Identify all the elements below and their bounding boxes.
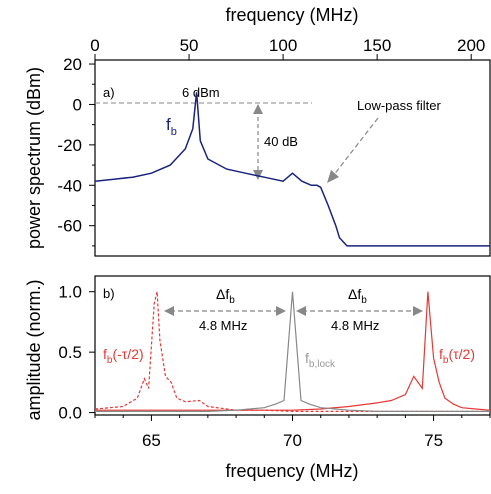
- panel-a-y-tick-label: 0: [73, 95, 82, 114]
- panel-a-label: a): [103, 85, 115, 100]
- right-peak-label: fb(τ/2): [439, 346, 475, 366]
- top-axis-tick-label: 50: [180, 36, 199, 55]
- offset-right-label: 4.8 MHz: [331, 318, 379, 333]
- panel-b-x-title: frequency (MHz): [225, 461, 358, 481]
- top-axis-tick-label: 200: [457, 36, 485, 55]
- top-axis-tick-label: 0: [90, 36, 99, 55]
- panel-b-x-tick-label: 70: [283, 431, 302, 450]
- panel-a-series: [95, 92, 490, 246]
- panel-a-y-tick-label: -60: [57, 217, 82, 236]
- panel-b-x-tick-label: 75: [424, 431, 443, 450]
- top-axis-title: frequency (MHz): [225, 5, 358, 25]
- peak-level-label: 6 dBm: [182, 85, 220, 100]
- range-arrow: [253, 104, 263, 180]
- delta-right-label: Δfb: [348, 286, 367, 306]
- top-axis: 0 50 100 150 200: [90, 36, 485, 60]
- panel-a-y-tick-label: -40: [57, 176, 82, 195]
- left-peak-label: fb(-τ/2): [103, 346, 144, 366]
- top-axis-tick-label: 150: [363, 36, 391, 55]
- panel-a-y-axis: 20 0 -20 -40 -60: [57, 55, 95, 246]
- panel-b-label: b): [103, 286, 115, 301]
- lock-line: [95, 292, 490, 412]
- top-axis-tick-label: 100: [269, 36, 297, 55]
- range-label: 40 dB: [264, 134, 298, 149]
- panel-a-frame: [95, 60, 490, 256]
- panel-a-y-tick-label: -20: [57, 136, 82, 155]
- panel-a-y-title: power spectrum (dBm): [24, 67, 44, 249]
- filter-arrow: [327, 118, 378, 183]
- panel-a: frequency (MHz) 0 50 100 150 200 200-20-40-6…: [24, 5, 490, 256]
- panel-b-y-tick-label: 0.5: [58, 343, 82, 362]
- offset-left-label: 4.8 MHz: [199, 318, 247, 333]
- panel-b-series: [95, 292, 490, 412]
- panel-b-y-tick-label: 0.0: [58, 404, 82, 423]
- panel-b-y-tick-label: 1.0: [58, 283, 82, 302]
- delta-left-label: Δfb: [216, 286, 235, 306]
- panel-b-y-axis: 0.0 0.5 1.0: [58, 283, 95, 423]
- filter-label: Low-pass filter: [357, 98, 441, 113]
- panel-b: 65 70 75 0.0 0.5 1.0 amplitude (norm.) frequ…: [24, 276, 490, 481]
- power-spectrum-line: [95, 92, 490, 246]
- fb-sub: b: [171, 126, 177, 138]
- fb-label: fb: [166, 115, 177, 138]
- delta-arrow-right: [296, 306, 423, 316]
- lock-label: fb,lock: [305, 350, 336, 370]
- panel-b-y-title: amplitude (norm.): [24, 279, 44, 420]
- left-peak-line: [95, 292, 490, 412]
- panel-b-x-axis: 65 70 75: [95, 415, 490, 450]
- delta-arrow-left: [164, 306, 286, 316]
- panel-a-y-tick-label: 20: [63, 55, 82, 74]
- panel-b-x-tick-label: 65: [142, 431, 161, 450]
